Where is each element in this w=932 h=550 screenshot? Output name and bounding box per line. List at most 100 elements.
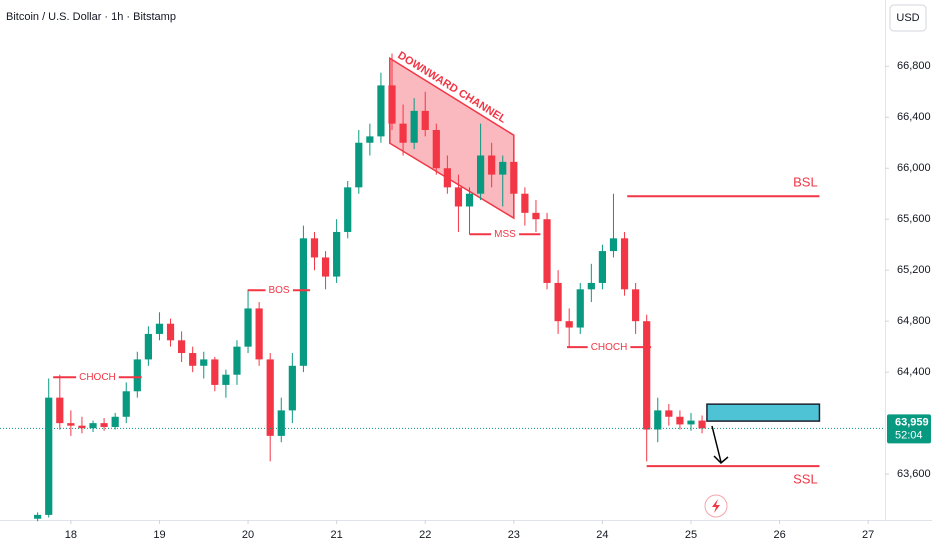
level-label-bg bbox=[587, 340, 631, 354]
candle-body bbox=[56, 397, 64, 424]
y-tick-label: 64,800 bbox=[897, 315, 931, 327]
candle-body bbox=[499, 161, 507, 175]
y-tick-label: 66,400 bbox=[897, 111, 931, 123]
candle-body bbox=[632, 289, 640, 322]
candle-body bbox=[189, 353, 197, 366]
candle-body bbox=[654, 410, 662, 430]
level-label-bg bbox=[265, 283, 293, 297]
level-label: BOS bbox=[268, 285, 289, 296]
last-price-label: 63,959 bbox=[895, 416, 929, 428]
x-tick-label: 25 bbox=[685, 529, 697, 541]
candle-body bbox=[377, 85, 385, 137]
x-tick-label: 21 bbox=[331, 529, 343, 541]
candle-body bbox=[211, 359, 219, 385]
arrow-head bbox=[713, 455, 729, 465]
chart-title: Bitcoin / U.S. Dollar · 1h · Bitstamp bbox=[6, 11, 176, 23]
candle-body bbox=[476, 155, 485, 194]
candle-body bbox=[34, 514, 42, 519]
event-icon-bolt bbox=[712, 499, 720, 513]
level-label: BSL bbox=[793, 175, 818, 190]
candle-body bbox=[432, 130, 440, 169]
candle-body bbox=[620, 238, 629, 290]
candle-body bbox=[421, 110, 429, 130]
candle-body bbox=[344, 187, 352, 232]
level-label-bg bbox=[491, 227, 520, 241]
candle-body bbox=[310, 238, 319, 258]
candle-body bbox=[443, 168, 451, 188]
level-label-bg bbox=[76, 370, 119, 384]
x-tick-label: 24 bbox=[596, 529, 608, 541]
candle-body bbox=[554, 282, 562, 322]
candle-body bbox=[78, 425, 86, 429]
candle-body bbox=[244, 308, 252, 347]
candle-body bbox=[111, 416, 119, 427]
candle-body bbox=[222, 374, 230, 385]
candle-body bbox=[333, 231, 341, 277]
candle-body bbox=[155, 323, 164, 334]
candle-body bbox=[321, 257, 330, 277]
level-label: SSL bbox=[793, 472, 818, 487]
candle-body bbox=[133, 359, 141, 392]
candle-body bbox=[665, 410, 673, 417]
candle-body bbox=[510, 161, 518, 194]
candle-body bbox=[598, 251, 607, 283]
candle-body bbox=[488, 155, 496, 175]
y-tick-label: 66,800 bbox=[897, 60, 931, 72]
y-tick-label: 63,600 bbox=[897, 468, 931, 480]
candle-body bbox=[89, 423, 97, 429]
candle-body bbox=[532, 212, 540, 220]
x-tick-label: 23 bbox=[508, 529, 520, 541]
currency-button[interactable] bbox=[889, 4, 927, 32]
candle-body bbox=[255, 308, 263, 360]
candle-body bbox=[200, 359, 208, 366]
candle-body bbox=[465, 193, 474, 207]
y-tick-label: 66,000 bbox=[897, 162, 931, 174]
x-tick-label: 20 bbox=[242, 529, 254, 541]
candle-body bbox=[67, 423, 75, 426]
candle-body bbox=[676, 416, 684, 425]
y-tick-label: 64,400 bbox=[897, 366, 931, 378]
candle-body bbox=[299, 238, 308, 366]
currency-label: USD bbox=[896, 12, 919, 24]
candle-body bbox=[100, 423, 108, 427]
candle-body bbox=[233, 346, 241, 375]
y-tick-label: 65,200 bbox=[897, 264, 931, 276]
x-tick-label: 26 bbox=[773, 529, 785, 541]
candle-body bbox=[454, 187, 463, 207]
last-price-box bbox=[887, 414, 931, 444]
candle-body bbox=[399, 123, 407, 143]
candle-body bbox=[609, 238, 618, 252]
candle-body bbox=[388, 85, 396, 124]
level-label: MSS bbox=[494, 229, 516, 240]
candle-body bbox=[277, 410, 285, 436]
arrow bbox=[711, 425, 722, 463]
candle-body bbox=[410, 110, 418, 143]
candle-body bbox=[576, 289, 584, 328]
y-tick-label: 65,600 bbox=[897, 213, 931, 225]
candle-body bbox=[355, 142, 363, 188]
countdown: 52:04 bbox=[895, 429, 923, 441]
x-tick-label: 19 bbox=[153, 529, 165, 541]
candle-body bbox=[366, 136, 374, 143]
candle-body bbox=[166, 323, 175, 341]
candle-body bbox=[144, 333, 152, 360]
level-label: CHOCH bbox=[79, 372, 116, 383]
x-tick-label: 27 bbox=[862, 529, 874, 541]
candle-body bbox=[45, 397, 53, 515]
candle-body bbox=[687, 420, 695, 425]
zone-box bbox=[706, 403, 821, 422]
candle-body bbox=[543, 219, 551, 283]
candle-body bbox=[587, 282, 595, 290]
x-tick-label: 18 bbox=[65, 529, 77, 541]
candle-body bbox=[521, 193, 529, 213]
candle-body bbox=[565, 321, 573, 328]
candle-body bbox=[698, 420, 706, 429]
candle-body bbox=[122, 391, 130, 417]
candle-body bbox=[178, 340, 186, 354]
candle-body bbox=[643, 321, 651, 430]
x-tick-label: 22 bbox=[419, 529, 431, 541]
candle-body bbox=[288, 365, 296, 411]
candle-body bbox=[266, 359, 274, 436]
